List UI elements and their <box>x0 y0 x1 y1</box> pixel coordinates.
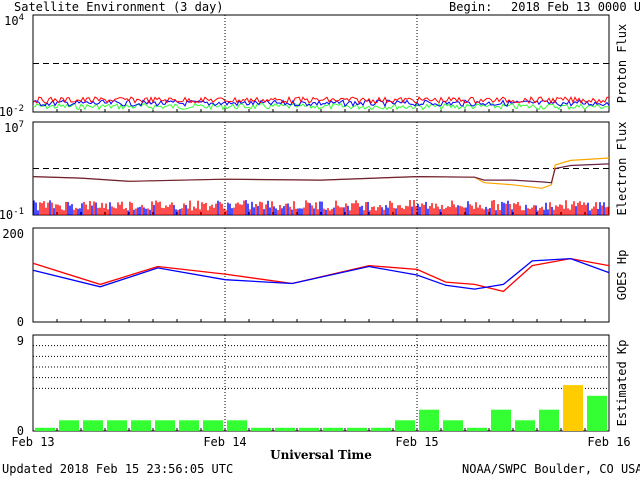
y-tick-label-top: 9 <box>17 334 24 348</box>
panel-side-title: Proton Flux <box>615 24 629 103</box>
kp-bar <box>467 427 487 431</box>
y-tick-label-top: 107 <box>4 120 24 135</box>
kp-bar <box>323 427 343 431</box>
kp-bar <box>83 420 103 431</box>
panel-side-title: Electron Flux <box>615 122 629 216</box>
kp-bar <box>155 420 175 431</box>
kp-bar <box>515 420 535 431</box>
electron-flux-orange-series <box>32 157 610 189</box>
proton-flux-red-series <box>32 95 609 105</box>
kp-bar <box>179 420 199 431</box>
kp-bar <box>587 395 607 431</box>
begin-label: Begin: <box>449 0 493 14</box>
y-tick-label-bottom: 0 <box>17 424 24 438</box>
kp-bar <box>251 427 271 431</box>
kp-bar <box>563 385 583 431</box>
kp-bar <box>203 420 223 431</box>
kp-bar <box>347 427 367 431</box>
panel-side-title: GOES Hp <box>615 250 629 301</box>
y-tick-label-top: 200 <box>2 227 24 241</box>
agency-credit: NOAA/SWPC Boulder, CO USA <box>462 462 640 476</box>
kp-bar <box>395 420 415 431</box>
kp-bar <box>539 409 559 431</box>
kp-bar <box>371 427 391 431</box>
kp-bar <box>443 420 463 431</box>
panel-frame-2 <box>32 121 610 216</box>
electron-flux-dark-series <box>32 163 610 184</box>
x-tick-label: Feb 14 <box>203 435 246 449</box>
kp-bar <box>131 420 151 431</box>
goes-hp-red-series <box>32 257 610 293</box>
y-tick-label-bottom: 10-1 <box>0 207 24 222</box>
panel-frame-4 <box>32 334 610 432</box>
kp-bar <box>419 409 439 431</box>
x-axis-title: Universal Time <box>270 448 372 462</box>
kp-bar <box>35 427 55 431</box>
chart-title: Satellite Environment (3 day) <box>14 0 224 14</box>
kp-bar <box>107 420 127 431</box>
y-tick-label-top: 104 <box>4 13 24 28</box>
kp-bar <box>491 409 511 431</box>
begin-value: 2018 Feb 13 0000 UTC <box>511 0 640 14</box>
kp-bar <box>275 427 295 431</box>
y-tick-label-bottom: 10-2 <box>0 104 24 119</box>
x-tick-label: Feb 15 <box>395 435 438 449</box>
kp-bar <box>299 427 319 431</box>
y-tick-label-bottom: 0 <box>17 315 24 329</box>
proton-flux-green-series <box>32 102 610 111</box>
updated-timestamp: Updated 2018 Feb 15 23:56:05 UTC <box>2 462 234 476</box>
kp-bar <box>227 420 247 431</box>
x-tick-label: Feb 13 <box>11 435 54 449</box>
x-tick-label: Feb 16 <box>587 435 630 449</box>
goes-hp-blue-series <box>32 257 610 290</box>
kp-bar <box>59 420 79 431</box>
panel-side-title: Estimated Kp <box>615 340 629 427</box>
